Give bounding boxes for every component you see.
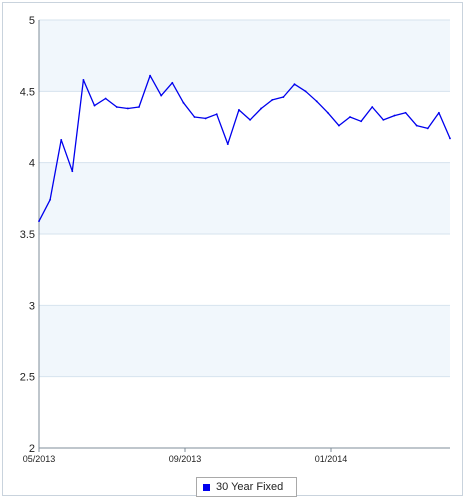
data-point [304, 90, 307, 93]
grid-band [39, 91, 450, 163]
data-point [282, 96, 285, 98]
data-point [293, 83, 296, 86]
data-point [349, 116, 351, 118]
data-point [115, 106, 118, 108]
data-point [315, 100, 318, 103]
grid-band [39, 305, 450, 377]
data-point [38, 220, 40, 223]
y-tick-label: 2.5 [20, 372, 35, 384]
data-point [71, 170, 74, 173]
legend-swatch [203, 483, 210, 491]
data-point [249, 118, 251, 121]
data-point [104, 97, 107, 100]
y-tick-label: 4.5 [20, 86, 35, 98]
legend-label: 30 Year Fixed [216, 481, 284, 493]
y-tick-label: 3.5 [20, 229, 35, 241]
grid-band [39, 376, 450, 448]
data-point [437, 111, 440, 114]
data-point [393, 114, 396, 117]
y-tick-label: 3 [29, 300, 35, 312]
data-point [215, 113, 218, 116]
chart-plot: 2 2.5 3 3.5 4 4.5 5 05/2013 09/2013 01/2014 [20, 15, 451, 464]
data-point [60, 138, 63, 141]
grid-band [39, 234, 450, 306]
data-point [338, 124, 340, 127]
chart-frame: 2 2.5 3 3.5 4 4.5 5 05/2013 09/2013 01/2014 30 Ye… [2, 2, 463, 497]
legend[interactable]: 30 Year Fixed [196, 477, 297, 497]
data-point [426, 127, 429, 130]
data-point [182, 101, 185, 104]
series-line [38, 74, 451, 222]
x-tick-label: 05/2013 [23, 454, 56, 464]
data-point [93, 104, 96, 107]
y-tick-label: 4 [29, 158, 35, 170]
data-point [449, 137, 451, 140]
data-point [360, 120, 363, 123]
data-point [171, 81, 174, 84]
data-point [415, 124, 418, 127]
x-tick-label: 01/2014 [315, 454, 348, 464]
data-point [126, 107, 129, 110]
data-point [82, 79, 85, 81]
data-point [193, 116, 196, 118]
data-point [404, 111, 407, 114]
data-point [226, 143, 229, 146]
x-tick-label: 09/2013 [169, 454, 202, 464]
data-point [238, 108, 240, 111]
grid-band [39, 20, 450, 92]
data-point [160, 94, 163, 97]
data-point [271, 98, 274, 101]
data-point [326, 111, 329, 114]
data-point [260, 107, 263, 110]
grid-band [39, 162, 450, 234]
data-point [204, 117, 207, 120]
y-tick-label: 2 [29, 443, 35, 455]
data-point [382, 118, 385, 121]
data-point [371, 106, 374, 108]
data-point [138, 106, 140, 108]
data-point [149, 74, 151, 77]
y-tick-label: 5 [29, 15, 35, 27]
data-point [49, 198, 52, 201]
